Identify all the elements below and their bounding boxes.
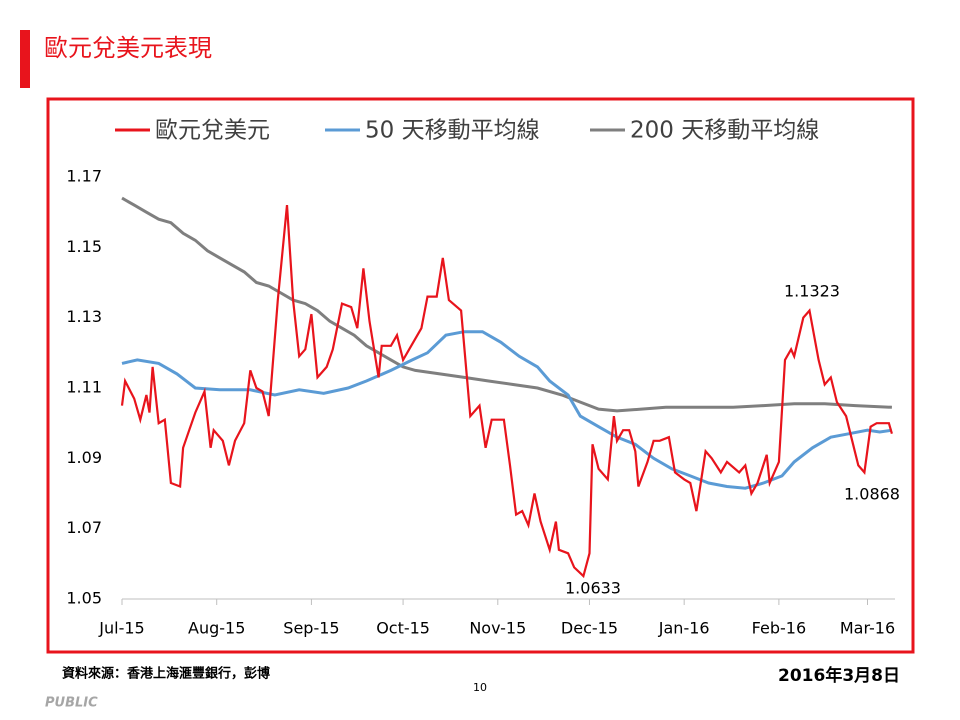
classification: PUBLIC bbox=[45, 696, 98, 711]
annotation: 1.1323 bbox=[784, 282, 840, 301]
title-bar bbox=[20, 30, 30, 88]
legend-label: 50 天移動平均線 bbox=[365, 118, 540, 144]
y-tick-label: 1.07 bbox=[66, 518, 102, 537]
y-tick-label: 1.11 bbox=[66, 378, 102, 397]
y-tick-label: 1.05 bbox=[66, 589, 102, 608]
x-tick-label: Jan-16 bbox=[658, 619, 710, 638]
y-tick-label: 1.09 bbox=[66, 448, 102, 467]
legend-label: 歐元兌美元 bbox=[155, 118, 270, 144]
slide-date: 2016年3月8日 bbox=[778, 665, 900, 686]
source-note: 資料來源：香港上海滙豐銀行，彭博 bbox=[62, 666, 270, 682]
x-tick-label: Aug-15 bbox=[188, 619, 245, 638]
x-tick-label: Mar-16 bbox=[840, 619, 895, 638]
page-number: 10 bbox=[473, 681, 487, 694]
series-line bbox=[121, 330, 893, 490]
chart-frame bbox=[46, 97, 915, 654]
annotation: 1.0633 bbox=[565, 579, 621, 598]
x-tick-label: Feb-16 bbox=[752, 619, 806, 638]
series-line bbox=[121, 196, 892, 413]
y-tick-label: 1.13 bbox=[66, 307, 102, 326]
series-line bbox=[120, 204, 893, 579]
annotation: 1.0868 bbox=[844, 485, 900, 504]
x-tick-label: Jul-15 bbox=[98, 619, 144, 638]
y-tick-label: 1.17 bbox=[66, 167, 102, 186]
x-tick-label: Sep-15 bbox=[283, 619, 339, 638]
legend-label: 200 天移動平均線 bbox=[630, 118, 819, 144]
x-tick-label: Dec-15 bbox=[561, 619, 618, 638]
x-tick-label: Oct-15 bbox=[376, 619, 430, 638]
y-tick-label: 1.15 bbox=[66, 237, 102, 256]
x-tick-label: Nov-15 bbox=[469, 619, 526, 638]
slide-title: 歐元兌美元表現 bbox=[44, 34, 212, 62]
